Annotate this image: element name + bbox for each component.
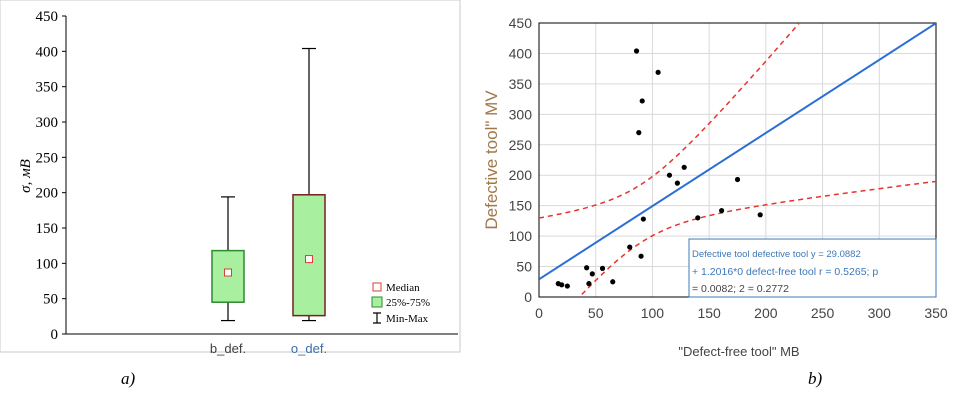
legend-iqr-icon [371, 296, 383, 308]
b-y-tick-label: 0 [524, 289, 532, 305]
scatter-point [655, 69, 661, 75]
legend-median-label: Median [386, 282, 420, 294]
b-x-tick-label: 200 [754, 305, 778, 321]
b-x-tick-label: 50 [588, 305, 604, 321]
b-y-tick-label: 300 [509, 106, 533, 122]
b-y-tick-label: 100 [509, 228, 533, 244]
scatter-point [610, 279, 616, 285]
b-y-tick-label: 450 [509, 15, 533, 31]
b-x-tick-label: 150 [697, 305, 721, 321]
a-y-tick-label: 150 [36, 221, 59, 237]
scatter-point [639, 98, 645, 104]
ci-lower-line [578, 180, 936, 297]
b-y-tick-label: 150 [509, 198, 533, 214]
scatter-point [633, 48, 640, 54]
ci-upper-line [539, 23, 801, 219]
fit-line [539, 23, 936, 281]
b-x-tick-label: 100 [641, 305, 665, 321]
a-y-tick-label: 50 [43, 292, 58, 308]
b-x-tick-label: 300 [868, 305, 892, 321]
median-marker [224, 268, 232, 277]
scatter-point [636, 130, 642, 136]
a-category-label: b_def. [210, 341, 246, 356]
scatter-point [674, 180, 680, 186]
panel-a: 0 50 100 150 200 250 300 350 400 450 σ, мВ b_def.… [0, 0, 461, 388]
a-y-tick-label: 400 [36, 44, 59, 60]
b-y-axis-label: Defective tool" MV [482, 90, 501, 230]
b-lines [539, 23, 936, 297]
legend-minmax-icon [373, 312, 381, 324]
scatter-point [666, 172, 673, 178]
scatter-point [559, 282, 565, 288]
scatter-point [589, 271, 595, 277]
b-y-tick-label: 350 [509, 76, 533, 92]
b-annotation-line-1: Defective tool defective tool y = 29.088… [692, 249, 861, 260]
a-panel-label: a) [121, 369, 136, 388]
a-y-tick-label: 100 [36, 256, 59, 272]
scatter-point [719, 207, 725, 214]
scatter-point [734, 176, 741, 183]
a-y-tick-label: 450 [36, 9, 59, 25]
a-y-tick-label: 300 [36, 115, 59, 131]
b-panel-label: b) [808, 369, 823, 388]
scatter-point [695, 215, 701, 221]
scatter-point [599, 265, 606, 271]
b-points [555, 48, 763, 289]
scatter-point [757, 212, 763, 218]
legend-minmax-label: Min-Max [386, 313, 429, 325]
b-x-tick-label: 350 [924, 305, 948, 321]
a-y-tick-label: 0 [51, 327, 59, 343]
b-x-tick-label: 250 [811, 305, 835, 321]
scatter-point [640, 216, 646, 222]
a-boxes [211, 47, 326, 322]
a-y-axis-label: σ, мВ [18, 159, 34, 193]
b-annotation-box [688, 238, 937, 298]
scatter-point [584, 265, 590, 271]
median-marker [305, 255, 313, 264]
b-annotation: Defective tool defective tool y = 29.088… [688, 238, 937, 298]
b-y-tick-label: 250 [509, 137, 533, 153]
a-category-label: o_def. [291, 341, 327, 356]
a-y-tick-label: 200 [36, 186, 59, 202]
b-x-axis-label: "Defect-free tool" MB [678, 344, 799, 359]
a-y-tick-label: 250 [36, 150, 59, 166]
b-y-tick-label: 200 [509, 167, 533, 183]
b-y-tick-label: 400 [509, 45, 533, 61]
legend-iqr-label: 25%-75% [386, 297, 430, 309]
b-x-tick-label: 0 [535, 305, 543, 321]
b-ticks: 0 50 100 150 200 250 300 350 0 50 100 150 200 250 300 3… [509, 15, 948, 321]
b-y-tick-label: 50 [516, 259, 532, 275]
b-annotation-line-3: = 0.0082; 2 = 0.2772 [692, 283, 789, 295]
legend-median-icon [372, 282, 382, 292]
scatter-point [681, 164, 687, 170]
scatter-point [564, 283, 570, 289]
scatter-point [627, 244, 633, 250]
a-y-tick-label: 350 [36, 80, 59, 96]
scatter-point [638, 253, 644, 259]
a-legend: Median 25%-75% Min-Max [371, 282, 430, 325]
a-x-labels: b_def. o_def. [210, 341, 327, 356]
a-y-ticks: 0 50 100 150 200 250 300 350 400 450 [36, 9, 66, 343]
scatter-point [586, 281, 592, 287]
panel-b: 0 50 100 150 200 250 300 350 0 50 100 150 200 250 300 3… [482, 15, 948, 388]
b-annotation-line-2: + 1.2016*0 defect-free tool r = 0.5265; … [692, 266, 878, 278]
